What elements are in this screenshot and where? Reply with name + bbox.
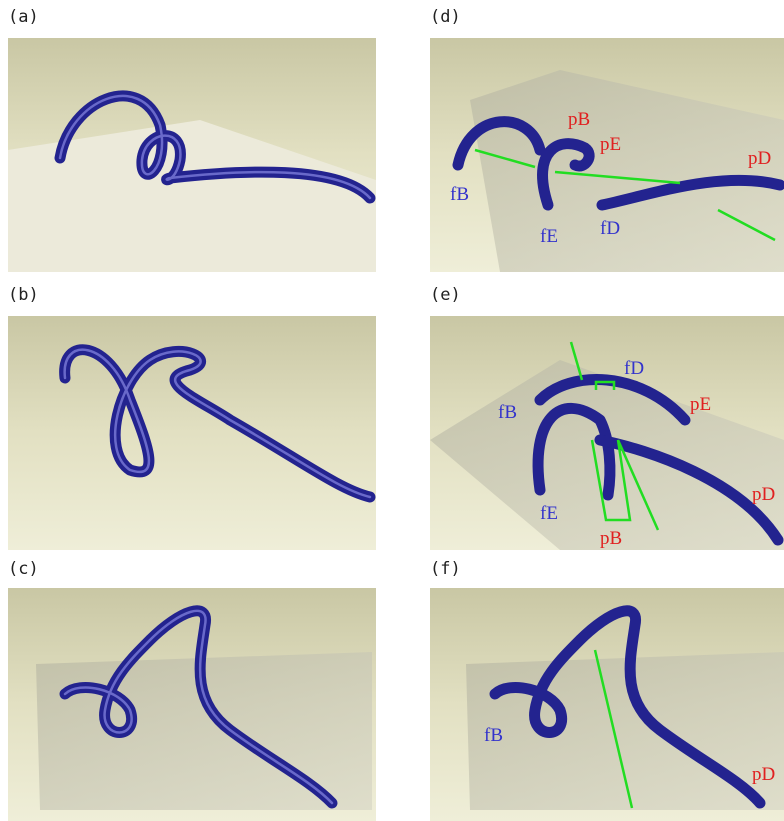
annotation: fE [540,226,558,247]
annotation: fB [498,402,517,423]
panel-label: (e) [430,285,461,305]
annotation: pD [748,148,771,169]
panel-label: (f) [430,559,461,579]
annotation: pE [600,134,621,155]
annotation: pE [690,394,711,415]
panel-label: (a) [8,7,39,27]
panel-label: (b) [8,285,39,305]
annotation: fD [624,358,644,379]
annotation: pD [752,484,775,505]
annotation: fE [540,503,558,524]
annotation: pB [568,109,590,130]
panel-label: (c) [8,559,39,579]
annotation: pB [600,528,622,549]
annotation: fD [600,218,620,239]
annotation: fB [484,725,503,746]
panel-label: (d) [430,7,461,27]
figure: (a) (b) (c) (d) pB pE pD fB fE fD (e) fD fB pE pD fE pB (… [0,0,784,821]
annotation: fB [450,184,469,205]
annotation: pD [752,764,775,785]
